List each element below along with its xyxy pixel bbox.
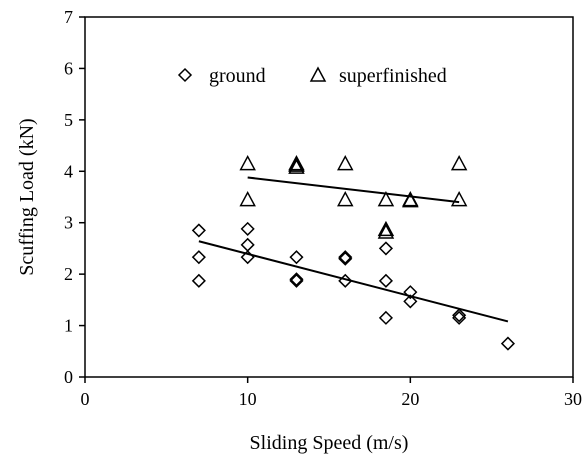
y-axis-ticks: 0 1 2 3 4 5 6 7	[64, 7, 85, 387]
data-point-ground	[191, 250, 206, 265]
data-point-ground	[500, 336, 515, 351]
x-tick-label: 10	[239, 389, 257, 409]
data-points	[191, 154, 515, 351]
x-axis-ticks: 0 10 20 30	[81, 377, 582, 409]
legend-label-superfinished: superfinished	[339, 65, 447, 87]
y-tick-label: 5	[64, 110, 73, 130]
legend-label-ground: ground	[209, 65, 266, 87]
data-point-ground	[452, 310, 467, 325]
y-tick-label: 1	[64, 316, 73, 336]
data-point-ground	[240, 237, 255, 252]
data-point-superfinished	[377, 223, 395, 239]
data-point-superfinished	[288, 156, 305, 172]
trendline-superfinished	[247, 176, 460, 204]
legend: ground superfinished	[177, 65, 447, 87]
y-axis-label: Scuffing Load (kN)	[16, 118, 38, 275]
y-tick-label: 4	[64, 161, 73, 181]
data-point-superfinished	[337, 154, 354, 171]
data-point-ground	[191, 223, 206, 238]
y-tick-label: 7	[64, 7, 73, 27]
legend-item-superfinished: superfinished	[309, 65, 447, 87]
x-tick-label: 20	[401, 389, 419, 409]
data-point-superfinished	[239, 190, 256, 207]
data-point-superfinished	[239, 154, 256, 171]
data-point-ground	[378, 273, 393, 288]
data-point-superfinished	[377, 220, 395, 237]
data-point-ground	[378, 241, 393, 256]
data-point-ground	[403, 285, 418, 300]
data-point-ground	[240, 221, 255, 236]
data-point-ground	[191, 273, 206, 288]
data-point-ground	[338, 250, 353, 265]
data-point-superfinished	[450, 190, 468, 207]
data-point-superfinished	[288, 158, 305, 174]
data-point-ground	[289, 272, 304, 287]
data-point-ground	[289, 273, 304, 288]
y-tick-label: 2	[64, 264, 73, 284]
legend-marker-diamond	[177, 67, 193, 83]
plot-area	[84, 16, 574, 378]
y-tick-label: 0	[64, 367, 73, 387]
data-point-superfinished	[402, 192, 419, 208]
data-point-superfinished	[337, 190, 354, 207]
data-point-ground	[403, 294, 418, 309]
data-point-ground	[452, 308, 467, 323]
x-tick-label: 30	[564, 389, 582, 409]
data-point-ground	[289, 250, 304, 265]
plot-frame	[84, 16, 574, 378]
data-point-superfinished	[450, 154, 468, 171]
trendlines	[198, 176, 509, 323]
y-tick-label: 6	[64, 58, 73, 78]
data-point-superfinished	[377, 190, 395, 207]
x-tick-label: 0	[81, 389, 90, 409]
y-tick-label: 3	[64, 213, 73, 233]
legend-marker-triangle	[309, 66, 327, 82]
x-axis-label: Sliding Speed (m/s)	[250, 432, 409, 454]
data-point-ground	[338, 251, 353, 266]
data-point-ground	[240, 250, 255, 265]
data-point-ground	[338, 273, 353, 288]
legend-item-ground: ground	[177, 65, 266, 87]
data-point-ground	[378, 310, 393, 325]
